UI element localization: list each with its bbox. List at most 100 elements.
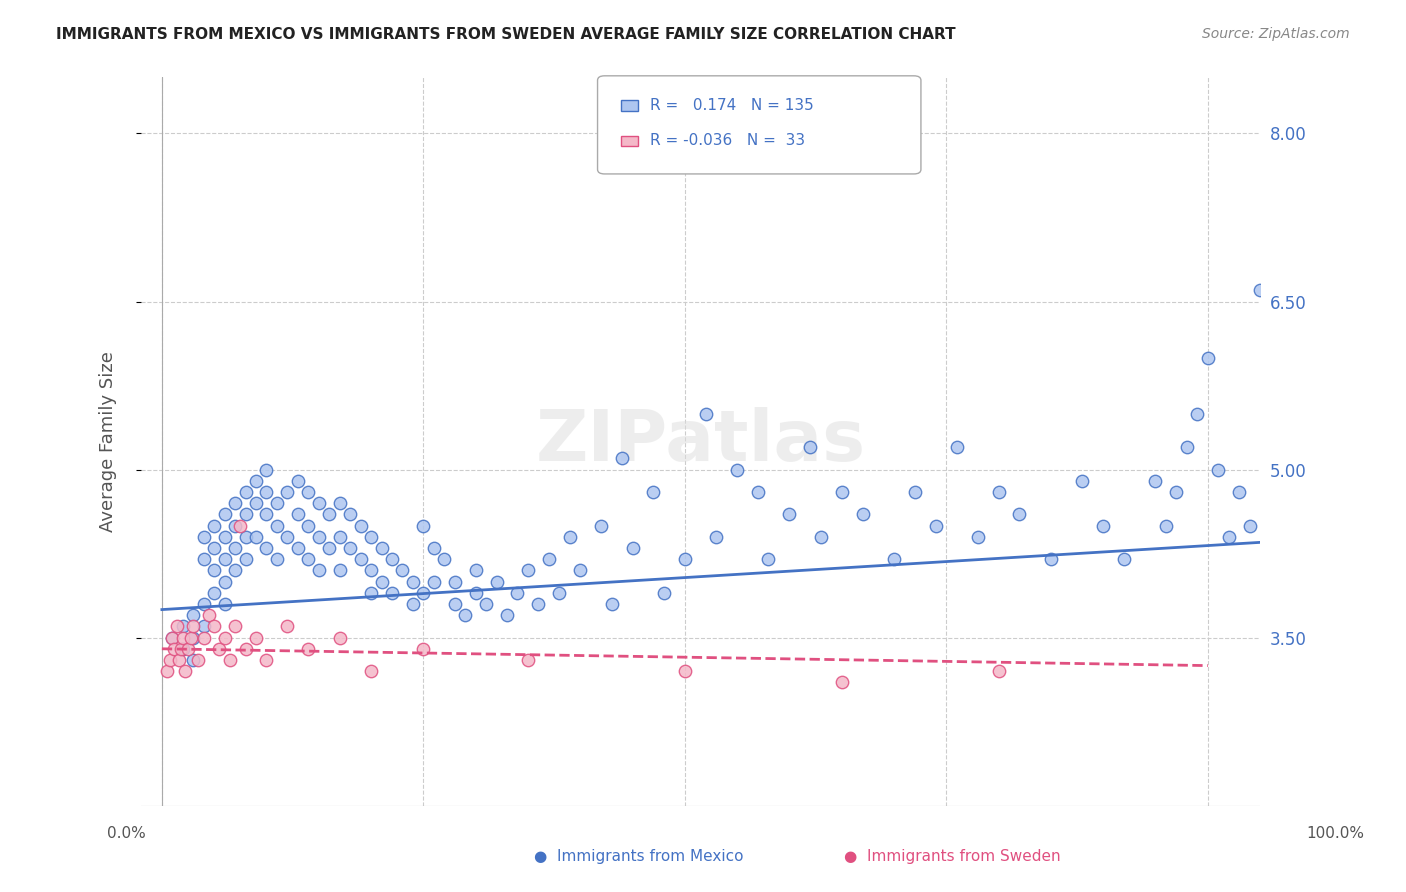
Point [758, 552, 780, 566]
Point [235, 530, 257, 544]
Point [1291, 440, 1313, 454]
Point [1312, 474, 1334, 488]
Point [673, 552, 696, 566]
Point [172, 641, 194, 656]
Point [831, 675, 853, 690]
Point [156, 664, 179, 678]
Point [621, 541, 644, 555]
Point [329, 631, 352, 645]
Point [591, 518, 613, 533]
Point [527, 597, 550, 611]
Point [245, 474, 267, 488]
Point [925, 518, 948, 533]
Point [412, 586, 434, 600]
Point [381, 586, 404, 600]
Point [224, 496, 246, 510]
Point [167, 653, 190, 667]
Point [412, 518, 434, 533]
Point [339, 541, 361, 555]
Point [945, 440, 967, 454]
Point [1322, 440, 1344, 454]
Point [610, 451, 633, 466]
Point [506, 586, 529, 600]
Point [475, 597, 498, 611]
Point [831, 485, 853, 500]
Point [747, 485, 769, 500]
Point [318, 541, 340, 555]
Point [1343, 518, 1365, 533]
Point [308, 530, 330, 544]
Point [987, 485, 1010, 500]
Point [360, 664, 382, 678]
Point [1227, 485, 1250, 500]
Point [193, 552, 215, 566]
Point [256, 541, 278, 555]
Point [214, 597, 236, 611]
Point [1071, 474, 1094, 488]
Text: ZIPatlas: ZIPatlas [536, 407, 866, 476]
Point [360, 586, 382, 600]
Point [1260, 474, 1282, 488]
Point [181, 608, 204, 623]
Point [329, 563, 352, 577]
Point [166, 619, 188, 633]
Point [643, 485, 665, 500]
Point [214, 530, 236, 544]
Point [704, 530, 727, 544]
Point [778, 508, 800, 522]
Point [208, 641, 231, 656]
Point [224, 563, 246, 577]
Text: 0.0%: 0.0% [107, 827, 146, 841]
Point [558, 530, 581, 544]
Point [1175, 440, 1198, 454]
Point [799, 440, 821, 454]
Point [172, 631, 194, 645]
Point [370, 574, 392, 589]
Point [883, 552, 905, 566]
Point [391, 563, 413, 577]
Point [202, 518, 225, 533]
Point [276, 619, 298, 633]
Point [159, 653, 181, 667]
Point [172, 619, 194, 633]
Point [297, 641, 319, 656]
Point [402, 597, 425, 611]
Point [162, 631, 184, 645]
Point [266, 518, 288, 533]
Point [256, 508, 278, 522]
Point [516, 563, 538, 577]
Point [1144, 474, 1167, 488]
Point [245, 530, 267, 544]
Point [193, 597, 215, 611]
Point [163, 641, 186, 656]
Point [496, 608, 519, 623]
Point [308, 496, 330, 510]
Point [1166, 485, 1188, 500]
Point [214, 552, 236, 566]
Point [245, 631, 267, 645]
Point [297, 485, 319, 500]
Point [202, 586, 225, 600]
Point [180, 631, 202, 645]
Point [412, 641, 434, 656]
Point [202, 619, 225, 633]
Point [1039, 552, 1062, 566]
Point [464, 563, 486, 577]
Point [256, 462, 278, 476]
Point [485, 574, 508, 589]
Point [287, 508, 309, 522]
Point [1281, 485, 1303, 500]
Point [673, 664, 696, 678]
Point [443, 574, 465, 589]
Point [360, 563, 382, 577]
Point [1333, 485, 1355, 500]
Point [329, 496, 352, 510]
Point [349, 552, 371, 566]
Point [1112, 552, 1135, 566]
Point [537, 552, 560, 566]
Point [214, 574, 236, 589]
Point [1249, 283, 1271, 297]
Point [170, 641, 193, 656]
Point [214, 631, 236, 645]
Point [193, 631, 215, 645]
